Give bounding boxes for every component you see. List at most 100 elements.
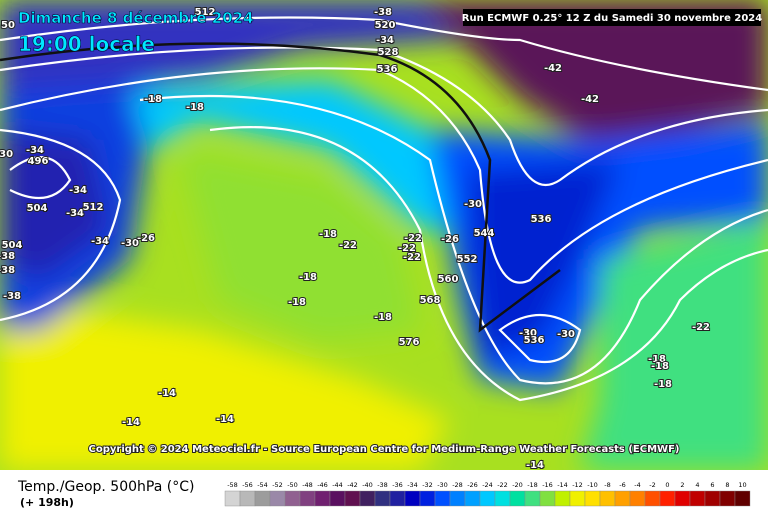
scale-label: -54 <box>257 481 268 489</box>
scale-swatch <box>374 490 391 507</box>
scale-label: -50 <box>287 481 298 489</box>
scale-swatch <box>689 490 706 507</box>
contour-label: -22 <box>398 243 416 254</box>
contour-label: -30 <box>464 199 482 210</box>
contour-label: -38 <box>0 251 15 262</box>
contour-label: -30 <box>121 238 139 249</box>
run-info: Run ECMWF 0.25° 12 Z du Samedi 30 novemb… <box>462 13 762 24</box>
scale-swatch <box>554 490 571 507</box>
scale-label: -24 <box>482 481 493 489</box>
scale-label: -44 <box>332 481 343 489</box>
scale-swatch <box>539 490 556 507</box>
scale-label: -10 <box>587 481 598 489</box>
scale-swatch <box>239 490 256 507</box>
scale-swatch <box>464 490 481 507</box>
run-box <box>463 9 761 26</box>
contour-label: 496 <box>28 156 49 167</box>
contour-label: -42 <box>544 63 562 74</box>
contour-label: -18 <box>144 94 162 105</box>
contour-label: -14 <box>122 417 140 428</box>
scale-label: -40 <box>362 481 373 489</box>
scale-label: 2 <box>680 481 684 489</box>
scale-label: -56 <box>242 481 253 489</box>
scale-label: -46 <box>317 481 328 489</box>
scale-swatch <box>674 490 691 507</box>
scale-swatch <box>404 490 421 507</box>
scale-swatch <box>599 490 616 507</box>
scale-swatch <box>434 490 451 507</box>
scale-label: 0 <box>665 481 669 489</box>
contour-label: -18 <box>374 312 392 323</box>
scale-swatch <box>734 490 751 507</box>
contour-label: 512 <box>195 7 216 18</box>
scale-label: -42 <box>347 481 358 489</box>
scale-label: -28 <box>452 481 463 489</box>
contour-label: -22 <box>404 233 422 244</box>
scale-label: 4 <box>695 481 699 489</box>
contour-label: 560 <box>438 274 459 285</box>
contour-label: -14 <box>216 414 234 425</box>
contour-label: -14 <box>526 460 544 471</box>
contour-label: -18 <box>648 354 666 365</box>
scale-label: -30 <box>437 481 448 489</box>
scale-swatch <box>569 490 586 507</box>
contour-label: -18 <box>654 379 672 390</box>
contour-label: -38 <box>3 291 21 302</box>
contour-label: 528 <box>378 47 399 58</box>
contour-label: -30 <box>519 328 537 339</box>
scale-swatch <box>614 490 631 507</box>
contour-label: -30 <box>557 329 575 340</box>
contour-label: 512 <box>83 202 104 213</box>
scale-label: -20 <box>512 481 523 489</box>
scale-label: -12 <box>572 481 583 489</box>
contour-label: 50 <box>1 20 15 31</box>
scale-swatch <box>389 490 406 507</box>
product-title: Temp./Geop. 500hPa (°C) <box>17 479 194 495</box>
scale-label: -52 <box>272 481 283 489</box>
contour-label: -22 <box>403 252 421 263</box>
scale-swatch <box>449 490 466 507</box>
scale-label: -22 <box>497 481 508 489</box>
scale-label: -48 <box>302 481 313 489</box>
scale-swatch <box>299 490 316 507</box>
contour-label: 568 <box>420 295 441 306</box>
scale-swatch <box>659 490 676 507</box>
scale-label: -4 <box>634 481 640 489</box>
scale-swatch <box>284 490 301 507</box>
contour-label: 536 <box>524 335 545 346</box>
contour-label: -34 <box>69 185 87 196</box>
scale-swatch <box>329 490 346 507</box>
contour-label: 576 <box>399 337 420 348</box>
scale-label: -32 <box>422 481 433 489</box>
contour-label: -18 <box>651 361 669 372</box>
contour-label: -34 <box>26 145 44 156</box>
scale-swatch <box>494 490 511 507</box>
scale-swatch <box>584 490 601 507</box>
scale-label: -58 <box>227 481 238 489</box>
scale-label: -36 <box>392 481 403 489</box>
contour-label: 544 <box>474 228 495 239</box>
contour-label: -18 <box>288 297 306 308</box>
scale-swatch <box>719 490 736 507</box>
scale-label: 6 <box>710 481 714 489</box>
scale-label: -2 <box>649 481 655 489</box>
contour-label: -22 <box>339 240 357 251</box>
scale-swatch <box>479 490 496 507</box>
scale-label: -16 <box>542 481 553 489</box>
scale-swatch <box>524 490 541 507</box>
copyright: Copyright © 2024 Meteociel.fr - Source E… <box>89 444 680 455</box>
contour-label: 552 <box>457 254 478 265</box>
contour-label: -38 <box>374 7 392 18</box>
scale-swatch <box>269 490 286 507</box>
date: Dimanche 8 décembre 2024 <box>18 9 254 27</box>
scale-swatch <box>704 490 721 507</box>
contour-label: -14 <box>158 388 176 399</box>
contour-label: 520 <box>375 20 396 31</box>
scale-label: -6 <box>619 481 625 489</box>
scale-swatch <box>344 490 361 507</box>
scale-swatch <box>629 490 646 507</box>
contour-label: -26 <box>441 234 459 245</box>
contour-label: -18 <box>299 272 317 283</box>
contour-label: 504 <box>2 240 23 251</box>
